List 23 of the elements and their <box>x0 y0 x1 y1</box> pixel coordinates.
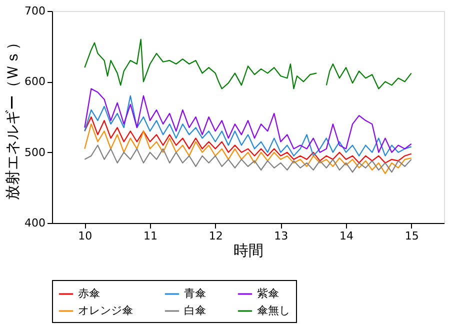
x-tick-label: 13 <box>274 230 288 242</box>
y-axis-title: 放射エネルギー（Ｗｓ） <box>4 35 22 200</box>
x-tick-label: 10 <box>78 230 92 242</box>
line-series <box>84 124 412 174</box>
x-tick-label: 12 <box>208 230 223 242</box>
x-axis-title: 時間 <box>234 242 264 260</box>
legend-label: 青傘 <box>184 287 206 300</box>
y-tick-label: 600 <box>24 75 46 88</box>
y-tick-label: 500 <box>24 146 46 159</box>
legend-label: 傘無し <box>257 304 290 317</box>
line-series <box>84 88 412 153</box>
legend-label: 白傘 <box>184 304 206 317</box>
x-tick-label: 11 <box>144 230 158 242</box>
legend-label: 紫傘 <box>257 287 279 300</box>
y-tick-label: 400 <box>24 216 46 230</box>
legend-label: 赤傘 <box>78 287 100 300</box>
legend-label: オレンジ傘 <box>78 304 133 317</box>
y-tick-label: 700 <box>24 4 46 18</box>
x-tick-label: 15 <box>404 230 419 242</box>
x-tick-label: 14 <box>340 230 354 242</box>
line-series <box>84 144 412 173</box>
line-series <box>84 116 412 164</box>
line-series <box>84 95 412 156</box>
